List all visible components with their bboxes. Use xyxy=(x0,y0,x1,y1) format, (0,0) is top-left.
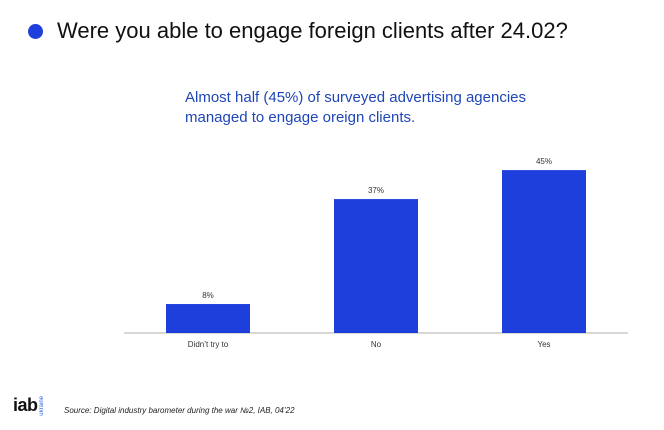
x-tick-label-2: Yes xyxy=(537,340,550,349)
bar-1 xyxy=(334,199,418,333)
x-tick-label-0: Didn’t try to xyxy=(188,340,229,349)
x-tick-label-1: No xyxy=(371,340,382,349)
annotation-line-1: Almost half (45%) of surveyed advertisin… xyxy=(185,89,527,106)
data-label-0: 8% xyxy=(202,291,214,300)
source-note: Source: Digital industry barometer durin… xyxy=(64,406,295,415)
bar-2 xyxy=(502,170,586,333)
chart-annotation: Almost half (45%) of surveyed advertisin… xyxy=(185,88,565,128)
logo-text: iab xyxy=(13,395,38,415)
annotation-line-2: managed to engage oreign clients. xyxy=(185,109,416,126)
bar-0 xyxy=(166,304,250,333)
bullet-dot-icon xyxy=(28,23,43,39)
logo-subtext: ukraine xyxy=(38,396,45,416)
title-row: Were you able to engage foreign clients … xyxy=(28,18,568,44)
page-title: Were you able to engage foreign clients … xyxy=(57,18,568,43)
data-label-2: 45% xyxy=(536,157,552,166)
iab-logo: iab ukraine xyxy=(13,395,45,416)
data-label-1: 37% xyxy=(368,186,384,195)
